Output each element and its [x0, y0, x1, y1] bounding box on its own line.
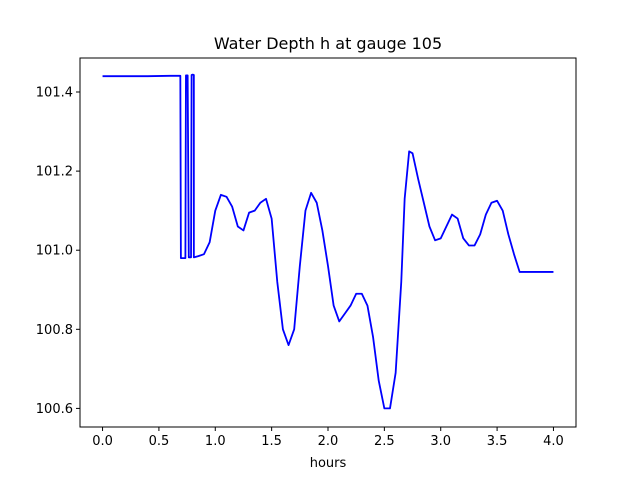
- y-tick-label: 101.0: [36, 244, 73, 259]
- chart-title: Water Depth h at gauge 105: [214, 34, 442, 53]
- y-tick-label: 100.6: [36, 402, 73, 417]
- x-tick-label: 0.0: [92, 434, 113, 449]
- y-tick-label: 101.4: [36, 86, 73, 101]
- x-tick-label: 1.0: [205, 434, 226, 449]
- x-tick-label: 1.5: [261, 434, 282, 449]
- x-axis: 0.0 0.5 1.0 1.5 2.0 2.5 3.0 3.5 4.0: [92, 427, 564, 449]
- x-tick-label: 3.5: [487, 434, 508, 449]
- y-tick-label: 100.8: [36, 323, 73, 338]
- y-axis: 100.6 100.8 101.0 101.2 101.4: [36, 86, 80, 417]
- x-axis-label: hours: [310, 456, 347, 471]
- x-tick-label: 2.0: [318, 434, 339, 449]
- x-tick-label: 2.5: [374, 434, 395, 449]
- y-tick-label: 101.2: [36, 165, 73, 180]
- x-tick-label: 4.0: [543, 434, 564, 449]
- x-tick-label: 3.0: [430, 434, 451, 449]
- x-tick-label: 0.5: [149, 434, 170, 449]
- series-line-0: [102, 73, 554, 410]
